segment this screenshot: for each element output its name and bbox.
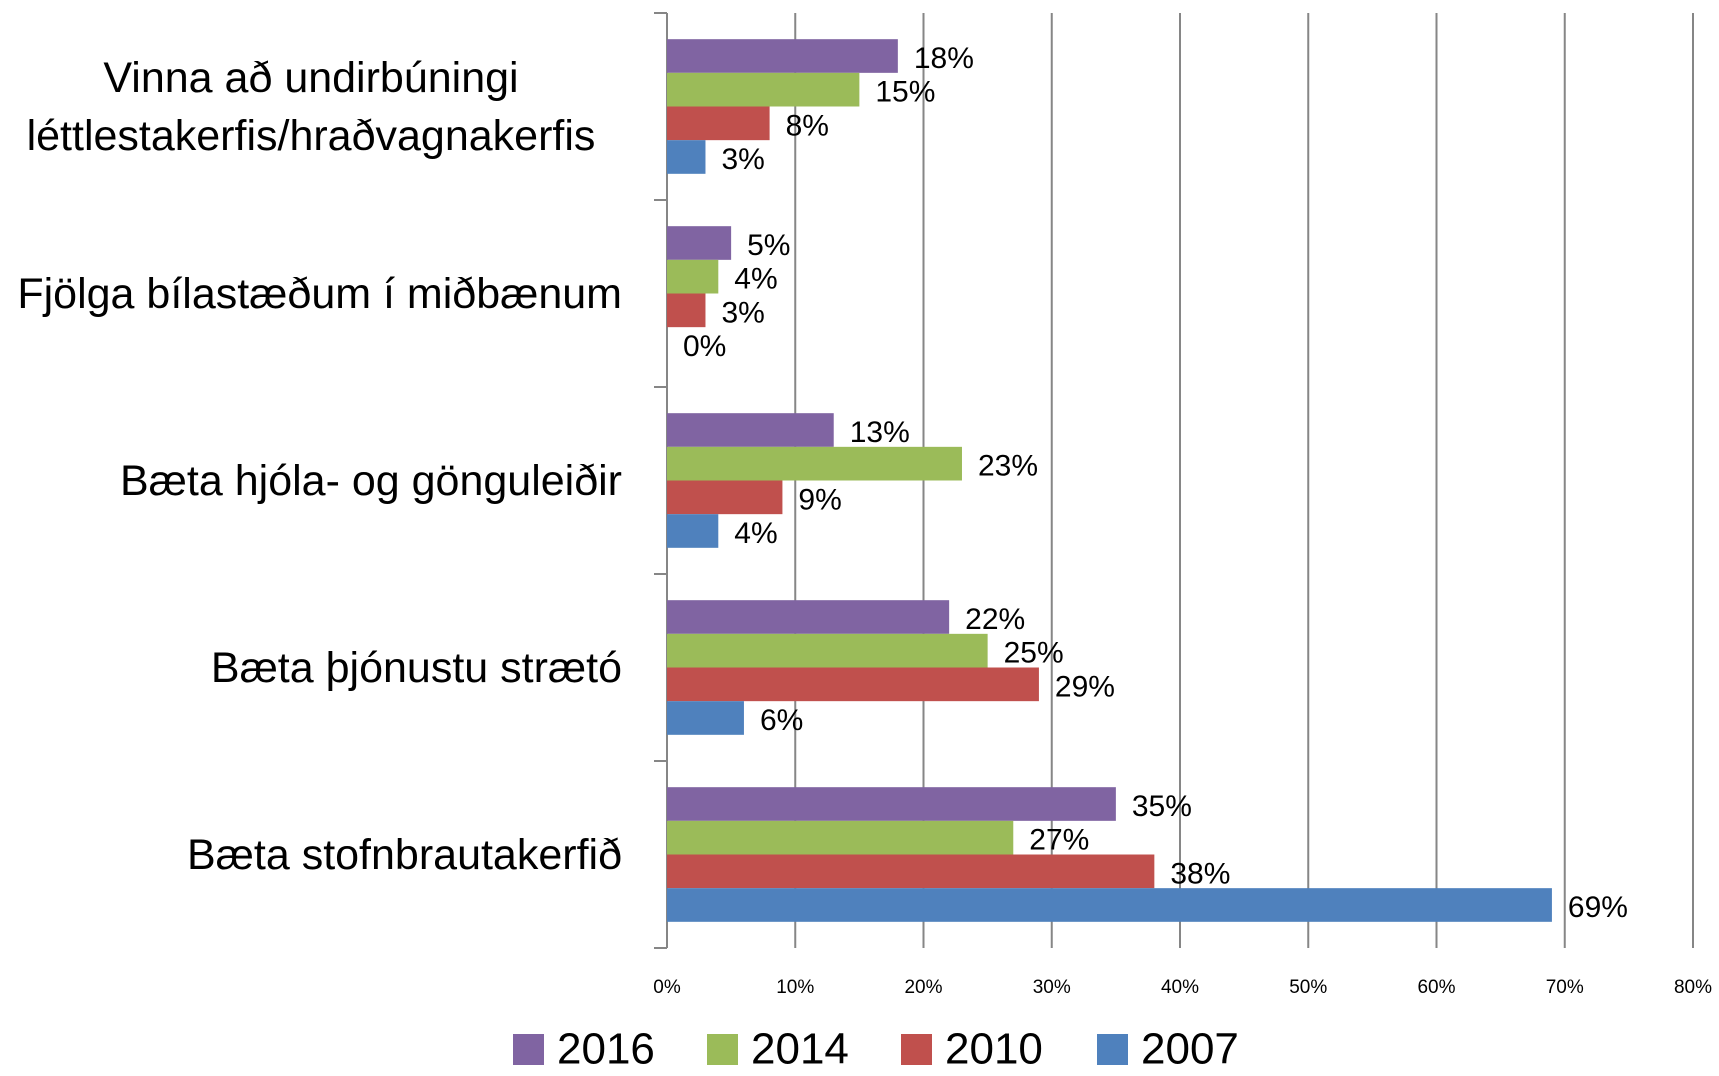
legend-swatch [1097, 1034, 1128, 1065]
bar [667, 701, 744, 735]
bar [667, 600, 950, 634]
bar [667, 106, 770, 141]
data-label: 5% [747, 229, 790, 262]
bar [667, 259, 719, 294]
x-tick-label: 40% [1161, 977, 1199, 998]
data-label: 38% [1170, 857, 1230, 890]
legend-label: 2014 [751, 1025, 849, 1074]
legend-label: 2010 [945, 1025, 1043, 1074]
data-label: 15% [875, 76, 935, 109]
data-label: 13% [850, 416, 910, 449]
legend-label: 2016 [557, 1025, 655, 1074]
x-tick-label: 10% [776, 977, 814, 998]
data-label: 0% [683, 330, 726, 363]
data-label: 25% [1004, 637, 1064, 670]
x-tick-label: 30% [1033, 977, 1071, 998]
legend-swatch [707, 1034, 738, 1065]
bar [667, 480, 783, 515]
legend-label: 2007 [1141, 1025, 1239, 1074]
legend-swatch [513, 1034, 544, 1065]
bar [667, 226, 732, 260]
y-tick-label: Bæta stofnbrautakerfið [186, 830, 622, 879]
bar [667, 667, 1039, 702]
data-label: 69% [1568, 891, 1628, 924]
bar [667, 72, 860, 107]
data-label: 27% [1029, 824, 1089, 857]
bar [667, 787, 1116, 821]
legend-swatch [901, 1034, 932, 1065]
bar [667, 854, 1155, 889]
x-tick-label: 0% [653, 977, 681, 998]
y-tick-label: Fjölga bílastæðum í miðbænum [17, 269, 622, 318]
y-tick-label: Bæta hjóla- og gönguleiðir [120, 456, 622, 505]
bar [667, 39, 898, 73]
data-label: 23% [978, 450, 1038, 483]
bar [667, 888, 1552, 922]
data-label: 18% [914, 42, 974, 75]
x-tick-label: 60% [1417, 977, 1455, 998]
data-label: 4% [734, 517, 777, 550]
x-tick-label: 70% [1546, 977, 1584, 998]
bar [667, 633, 988, 668]
x-tick-label: 20% [904, 977, 942, 998]
data-label: 8% [786, 109, 829, 142]
data-label: 6% [760, 704, 803, 737]
data-label: 9% [798, 483, 841, 516]
y-tick-label: Bæta þjónustu strætó [210, 643, 622, 692]
bar [667, 820, 1014, 855]
data-label: 22% [965, 603, 1025, 636]
bar [667, 413, 834, 447]
data-label: 35% [1132, 790, 1192, 823]
data-label: 29% [1055, 670, 1115, 703]
x-tick-label: 80% [1674, 977, 1712, 998]
bar [667, 446, 962, 481]
x-tick-label: 50% [1289, 977, 1327, 998]
bar [667, 140, 706, 174]
data-label: 3% [721, 296, 764, 329]
data-label: 3% [721, 143, 764, 176]
bar [667, 514, 719, 548]
data-label: 4% [734, 263, 777, 296]
bar [667, 293, 706, 328]
y-tick-label: Vinna að undirbúningi léttlestakerfis/hr… [26, 53, 596, 160]
